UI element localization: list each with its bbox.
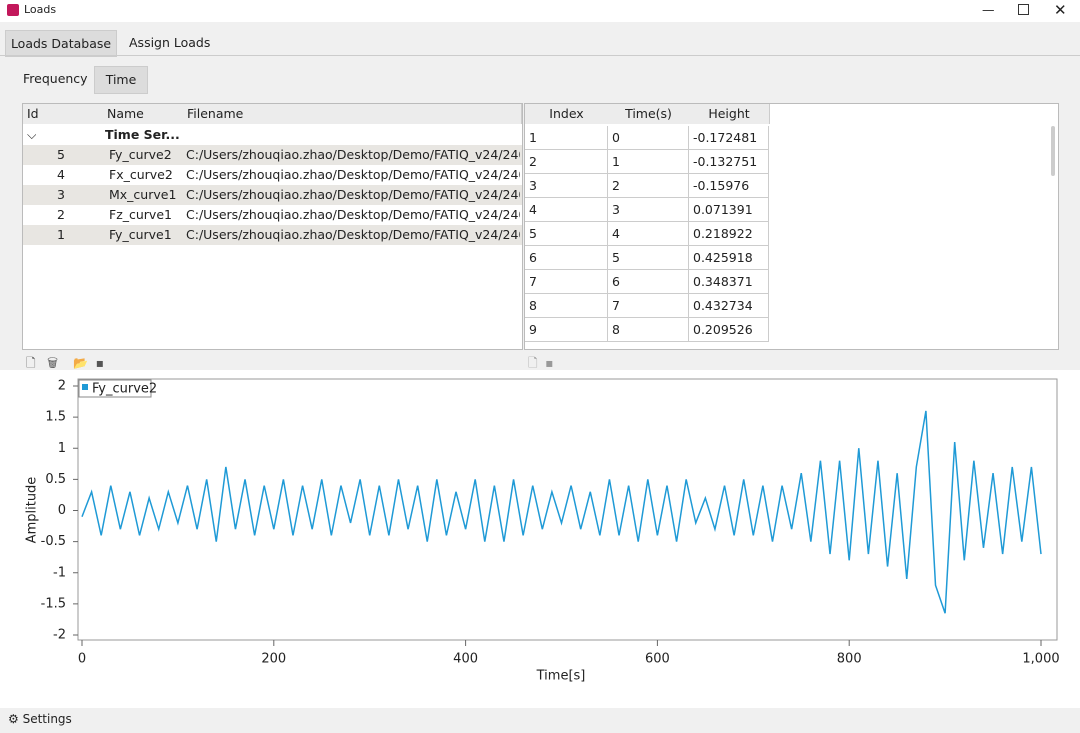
- tab[interactable]: Loads Database: [5, 30, 117, 57]
- cell: 6: [608, 270, 689, 294]
- y-tick-label: 1: [58, 441, 66, 456]
- y-axis-label: Amplitude: [25, 477, 40, 544]
- y-tick-label: 0: [58, 503, 66, 518]
- cell: 0.425918: [689, 246, 769, 270]
- cell: 8: [525, 294, 608, 318]
- row-bg: [23, 145, 522, 165]
- row-bg: [23, 205, 522, 225]
- cell: -0.15976: [689, 174, 769, 198]
- maximize[interactable]: [1018, 4, 1029, 15]
- column-header: Index: [525, 104, 609, 124]
- loads-table: Id Name Filename ⌵ Time Ser... 5 Fy_curve2 C:/U…: [22, 103, 523, 350]
- y-tick-label: -2: [53, 628, 66, 643]
- x-tick-label: 600: [645, 652, 670, 667]
- column-header: Height: [689, 104, 770, 124]
- cell: 0.432734: [689, 294, 769, 318]
- cell-filename: C:/Users/zhouqiao.zhao/Desktop/Demo/FATI…: [186, 187, 520, 202]
- y-tick-label: -1.5: [41, 596, 66, 611]
- cell: 7: [525, 270, 608, 294]
- subtab[interactable]: Frequency: [23, 71, 88, 86]
- column-header: Filename: [183, 104, 522, 124]
- tab-divider: [0, 55, 1080, 56]
- y-tick-label: 0.5: [45, 472, 66, 487]
- cell: 7: [608, 294, 689, 318]
- cell-id: 3: [57, 187, 65, 202]
- plot-frame: [77, 378, 1058, 641]
- cell: 0: [608, 126, 689, 150]
- cell-filename: C:/Users/zhouqiao.zhao/Desktop/Demo/FATI…: [186, 147, 520, 162]
- y-tick-label: -0.5: [41, 534, 66, 549]
- cell: 8: [608, 318, 689, 342]
- cell: 1: [525, 126, 608, 150]
- legend-swatch: [82, 384, 88, 390]
- legend-label: Fy_curve2: [92, 382, 157, 397]
- y-tick-label: -1: [53, 565, 66, 580]
- subtab[interactable]: Time: [94, 66, 148, 94]
- column-header: Name: [103, 104, 184, 124]
- cell: 2: [525, 150, 608, 174]
- y-tick-label: 1.5: [45, 410, 66, 425]
- row-bg: [23, 185, 522, 205]
- cell: 2: [608, 174, 689, 198]
- cell: 5: [608, 246, 689, 270]
- title-bar: Loads — ✕: [0, 0, 1080, 22]
- cell-id: 5: [57, 147, 65, 162]
- cell-name: Mx_curve1: [109, 187, 177, 202]
- cell: 3: [608, 198, 689, 222]
- cell: 0.209526: [689, 318, 769, 342]
- cell-id: 4: [57, 167, 65, 182]
- x-tick-label: 0: [78, 652, 86, 667]
- cell-name: Fy_curve1: [109, 227, 172, 242]
- tab[interactable]: Assign Loads: [129, 35, 211, 50]
- cell: 4: [525, 198, 608, 222]
- minimize[interactable]: —: [982, 2, 995, 17]
- cell: 0.348371: [689, 270, 769, 294]
- cell-filename: C:/Users/zhouqiao.zhao/Desktop/Demo/FATI…: [186, 227, 520, 242]
- cell-id: 1: [57, 227, 65, 242]
- scrollbar: [1051, 126, 1055, 176]
- cell: 9: [525, 318, 608, 342]
- settings-label: Settings: [22, 712, 72, 726]
- y-tick-label: 2: [58, 379, 66, 394]
- data-table: Index Time(s) Height 1 0 -0.172481 2 1 -0.132751…: [524, 103, 1059, 350]
- expand-arrow: ⌵: [27, 127, 37, 142]
- series-line: [81, 410, 1042, 614]
- chart: Time[s] Amplitude Fy_curve2 2 1.5 1 0.5 0 -0.…: [0, 370, 1080, 708]
- cell-name: Fz_curve1: [109, 207, 172, 222]
- cell-id: 2: [57, 207, 65, 222]
- cell-name: Fx_curve2: [109, 167, 173, 182]
- legend: [78, 379, 152, 398]
- cell: 0.071391: [689, 198, 769, 222]
- chart-bg: [0, 370, 1080, 708]
- column-header: Id: [23, 104, 104, 124]
- cell: 3: [525, 174, 608, 198]
- cell-name: Fy_curve2: [109, 147, 172, 162]
- cell-filename: C:/Users/zhouqiao.zhao/Desktop/Demo/FATI…: [186, 207, 520, 222]
- toolbar-icons[interactable]: 🗋 🗑 📂 ▪: [26, 356, 104, 370]
- cell-filename: C:/Users/zhouqiao.zhao/Desktop/Demo/FATI…: [186, 167, 520, 182]
- toolbar-icons[interactable]: 🗋 ▪: [528, 356, 554, 370]
- group-label: Time Ser...: [105, 127, 180, 142]
- row-bg: [23, 165, 522, 185]
- cell: -0.132751: [689, 150, 769, 174]
- x-tick-label: 200: [261, 652, 286, 667]
- cell: -0.172481: [689, 126, 769, 150]
- app-icon: [7, 4, 19, 16]
- close[interactable]: ✕: [1054, 1, 1067, 19]
- cell: 1: [608, 150, 689, 174]
- x-tick-label: 400: [453, 652, 478, 667]
- x-axis-label: Time[s]: [536, 669, 586, 684]
- window-title: Loads: [24, 3, 57, 16]
- cell: 5: [525, 222, 608, 246]
- x-tick-label: 800: [837, 652, 862, 667]
- cell: 6: [525, 246, 608, 270]
- column-header: Time(s): [608, 104, 690, 124]
- cell: 4: [608, 222, 689, 246]
- settings[interactable]: ⚙ Settings: [8, 712, 72, 726]
- row-bg: [23, 225, 522, 245]
- x-tick-label: 1,000: [1022, 652, 1059, 667]
- cell: 0.218922: [689, 222, 769, 246]
